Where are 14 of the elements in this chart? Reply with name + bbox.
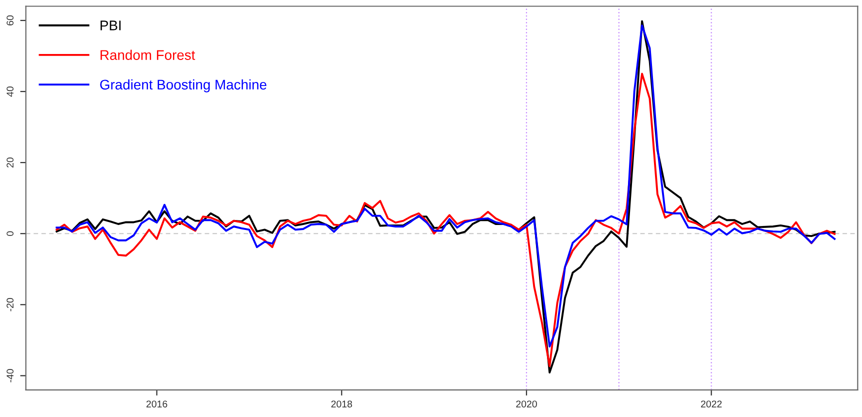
line-series	[56, 72, 836, 368]
y-tick-label: -40	[6, 369, 14, 382]
x-tick-label: 2022	[701, 400, 722, 408]
legend-label: PBI	[100, 20, 121, 30]
x-tick-label: 2016	[146, 400, 168, 408]
legend-label: Random Forest	[100, 50, 196, 60]
y-tick-label: -20	[6, 298, 14, 312]
y-tick-label: 0	[6, 231, 14, 236]
x-tick-label: 2020	[516, 400, 537, 408]
y-tick-label: 60	[6, 15, 14, 26]
legend-label: Gradient Boosting Machine	[100, 79, 266, 92]
y-tick-label: 20	[6, 158, 14, 168]
y-tick-label: 40	[6, 86, 14, 97]
x-tick-label: 2018	[331, 400, 352, 408]
